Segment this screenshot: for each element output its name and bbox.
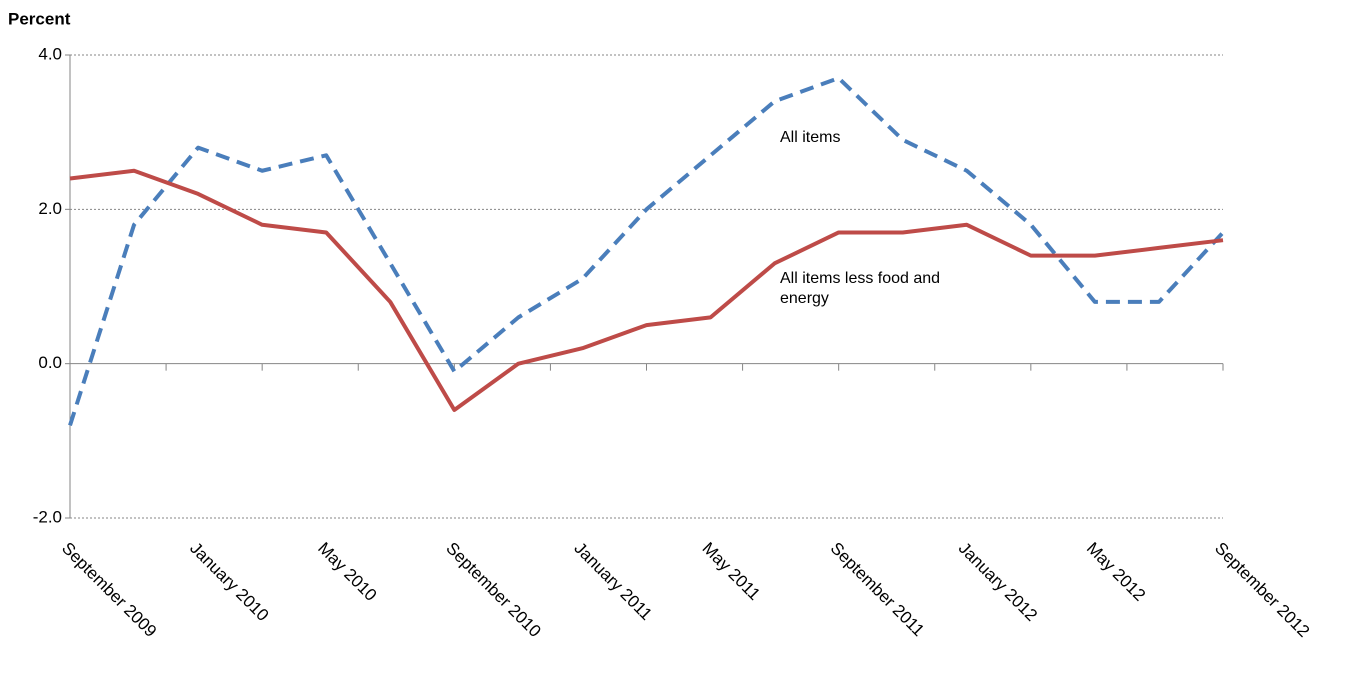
y-tick-label: 2.0	[38, 199, 62, 218]
series-label: All items less food and energy	[780, 270, 941, 307]
series-label: All items	[780, 129, 841, 146]
x-tick-label: January 2010	[186, 539, 272, 625]
x-tick-label: September 2010	[442, 539, 544, 641]
x-tick-label: May 2011	[699, 539, 764, 604]
x-tick-label: September 2009	[58, 539, 160, 641]
x-tick-label: May 2010	[314, 539, 380, 605]
y-tick-label: 0.0	[38, 353, 62, 372]
y-tick-label: 4.0	[38, 44, 62, 63]
x-tick-label: September 2011	[827, 539, 928, 640]
line-series	[69, 168, 1224, 412]
line-series	[68, 76, 1225, 427]
x-tick-label: January 2012	[955, 539, 1041, 625]
y-axis-title: Percent	[8, 9, 71, 28]
x-tick-label: May 2012	[1083, 539, 1149, 605]
y-tick-label: -2.0	[33, 507, 62, 526]
x-tick-label: January 2011	[570, 539, 655, 624]
x-tick-label: September 2012	[1211, 539, 1313, 641]
